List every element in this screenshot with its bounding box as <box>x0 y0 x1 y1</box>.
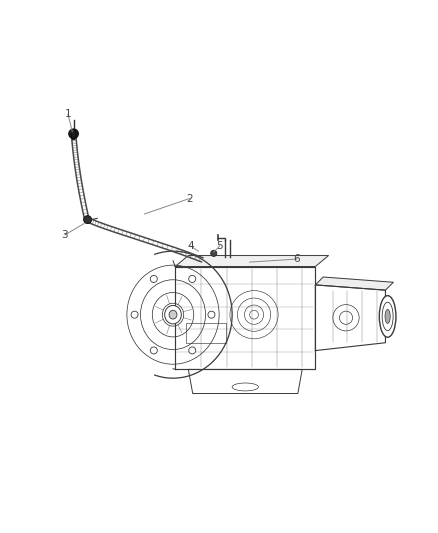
Polygon shape <box>315 277 393 290</box>
Circle shape <box>208 311 215 318</box>
Circle shape <box>84 216 92 223</box>
Text: 6: 6 <box>293 254 300 264</box>
Circle shape <box>150 276 157 282</box>
Circle shape <box>150 347 157 354</box>
Text: 1: 1 <box>64 109 71 119</box>
Ellipse shape <box>169 310 177 319</box>
Polygon shape <box>188 369 302 393</box>
Polygon shape <box>175 266 315 369</box>
Text: 3: 3 <box>61 230 68 240</box>
Text: 4: 4 <box>187 241 194 251</box>
Circle shape <box>189 347 196 354</box>
Ellipse shape <box>165 305 181 324</box>
Circle shape <box>189 276 196 282</box>
Circle shape <box>69 129 78 139</box>
Polygon shape <box>315 285 385 351</box>
Ellipse shape <box>379 296 396 337</box>
Ellipse shape <box>385 310 390 324</box>
Circle shape <box>131 311 138 318</box>
Text: 2: 2 <box>186 193 193 204</box>
Circle shape <box>211 251 217 256</box>
Text: 5: 5 <box>216 241 223 251</box>
Polygon shape <box>175 255 328 266</box>
